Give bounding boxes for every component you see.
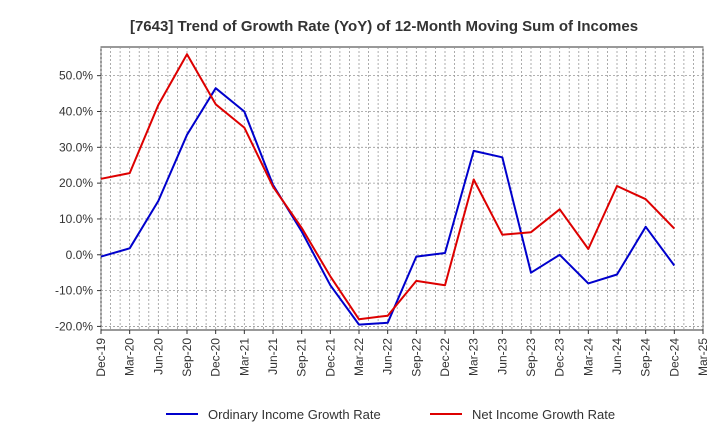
y-tick-label: 10.0% (59, 212, 93, 226)
x-tick-label: Dec-22 (438, 338, 452, 377)
x-tick-label: Dec-23 (553, 338, 567, 377)
x-tick-label: Mar-25 (696, 338, 710, 376)
plot-area (100, 46, 704, 331)
series-line-ordinary-income (100, 87, 676, 326)
legend-item-ordinary-income: Ordinary Income Growth Rate (166, 407, 381, 422)
legend-label: Ordinary Income Growth Rate (208, 407, 381, 422)
x-tick-label: Dec-20 (209, 338, 223, 377)
legend-label: Net Income Growth Rate (472, 407, 615, 422)
x-tick-label: Mar-24 (581, 338, 595, 376)
legend-item-net-income: Net Income Growth Rate (430, 407, 615, 422)
x-tick-label: Jun-20 (151, 338, 165, 375)
x-tick-label: Jun-24 (610, 338, 624, 375)
chart-title: [7643] Trend of Growth Rate (YoY) of 12-… (130, 18, 638, 35)
x-tick-label: Dec-24 (667, 338, 681, 377)
x-tick-label: Sep-22 (409, 338, 423, 377)
y-tick-label: 0.0% (66, 248, 94, 262)
x-axis: Dec-19 Mar-20 Jun-20 Sep-20 Dec-20 Mar-21 Jun-… (94, 330, 710, 377)
x-tick-label: Mar-21 (237, 338, 251, 376)
x-tick-label: Jun-21 (266, 338, 280, 375)
plot-border (100, 46, 704, 331)
series-line-net-income (100, 53, 676, 321)
y-tick-label: -10.0% (55, 284, 93, 298)
x-tick-label: Mar-23 (467, 338, 481, 376)
y-tick-label: 30.0% (59, 140, 93, 154)
x-tick-label: Jun-22 (381, 338, 395, 375)
y-tick-label: 40.0% (59, 104, 93, 118)
x-tick-label: Mar-22 (352, 338, 366, 376)
y-tick-label: -20.0% (55, 319, 93, 333)
y-tick-label: 50.0% (59, 69, 93, 83)
y-axis: -20.0% -10.0% 0.0% 10.0% 20.0% 30.0% 40.0% 50.0… (55, 69, 101, 333)
legend: Ordinary Income Growth Rate Net Income Gr… (166, 407, 615, 422)
x-tick-label: Dec-21 (323, 338, 337, 377)
x-tick-label: Sep-24 (639, 338, 653, 377)
x-tick-label: Sep-23 (524, 338, 538, 377)
x-tick-label: Dec-19 (94, 338, 108, 377)
series-lines (100, 53, 676, 326)
y-tick-label: 20.0% (59, 176, 93, 190)
x-tick-label: Sep-20 (180, 338, 194, 377)
grid (100, 47, 704, 330)
x-tick-label: Jun-23 (495, 338, 509, 375)
x-tick-label: Sep-21 (295, 338, 309, 377)
x-tick-label: Mar-20 (123, 338, 137, 376)
